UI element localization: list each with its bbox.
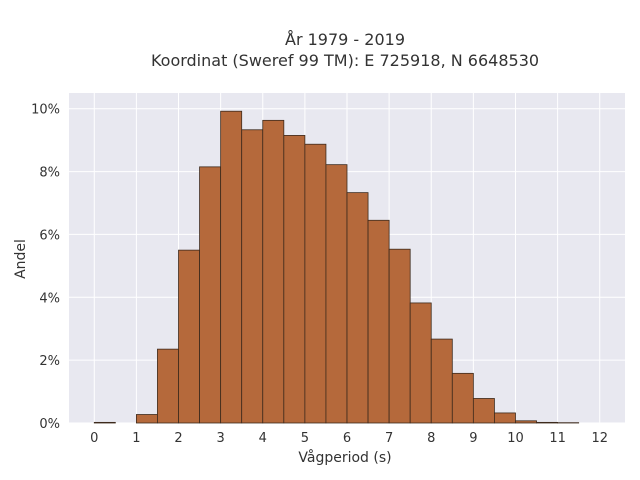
x-tick-label: 1: [132, 431, 140, 446]
x-tick-label: 6: [343, 431, 351, 446]
histogram-bar: [536, 421, 559, 424]
chart-title-line2: Koordinat (Sweref 99 TM): E 725918, N 66…: [151, 51, 539, 70]
histogram-bar: [451, 372, 474, 424]
y-tick-label: 8%: [39, 166, 60, 181]
x-axis-label: Vågperiod (s): [298, 449, 391, 466]
x-tick-label: 11: [549, 431, 566, 446]
y-axis-ticks: 0% 2% 4% 6% 8% 10%: [31, 103, 60, 432]
histogram-bar: [346, 192, 369, 424]
histogram-bar: [409, 302, 432, 424]
y-tick-label: 10%: [31, 103, 60, 118]
x-tick-label: 3: [216, 431, 224, 446]
histogram-bar: [157, 348, 179, 424]
y-tick-label: 0%: [39, 417, 60, 432]
x-tick-label: 10: [507, 431, 524, 446]
histogram-bars: [93, 110, 580, 424]
histogram-bar: [283, 135, 306, 424]
histogram-bar: [178, 249, 200, 424]
histogram-bar: [304, 143, 327, 424]
x-tick-label: 8: [427, 431, 435, 446]
histogram-bar: [262, 119, 285, 424]
x-tick-label: 7: [385, 431, 393, 446]
histogram-bar: [430, 338, 453, 424]
histogram-bar: [93, 421, 116, 424]
histogram-bar: [220, 110, 243, 424]
chart-title-line1: År 1979 - 2019: [285, 30, 405, 49]
x-tick-label: 5: [301, 431, 309, 446]
histogram-bar: [367, 219, 390, 424]
histogram-bar: [135, 414, 158, 424]
histogram-bar: [494, 412, 516, 424]
x-tick-label: 9: [469, 431, 477, 446]
x-axis-ticks: 0 1 2 3 4 5 6 7 8 9 10 11 12: [90, 431, 608, 446]
y-tick-label: 6%: [39, 228, 60, 243]
histogram-bar: [241, 129, 264, 424]
histogram-bar: [388, 248, 411, 424]
histogram-bar: [325, 164, 348, 424]
y-tick-label: 4%: [39, 291, 60, 306]
histogram-bar: [472, 398, 495, 424]
x-tick-label: 12: [591, 431, 608, 446]
histogram-bar: [199, 166, 222, 424]
x-tick-label: 4: [259, 431, 267, 446]
x-tick-label: 0: [90, 431, 98, 446]
x-tick-label: 2: [174, 431, 182, 446]
y-tick-label: 2%: [39, 354, 60, 369]
histogram-bar: [515, 420, 537, 424]
y-axis-label: Andel: [13, 239, 29, 279]
